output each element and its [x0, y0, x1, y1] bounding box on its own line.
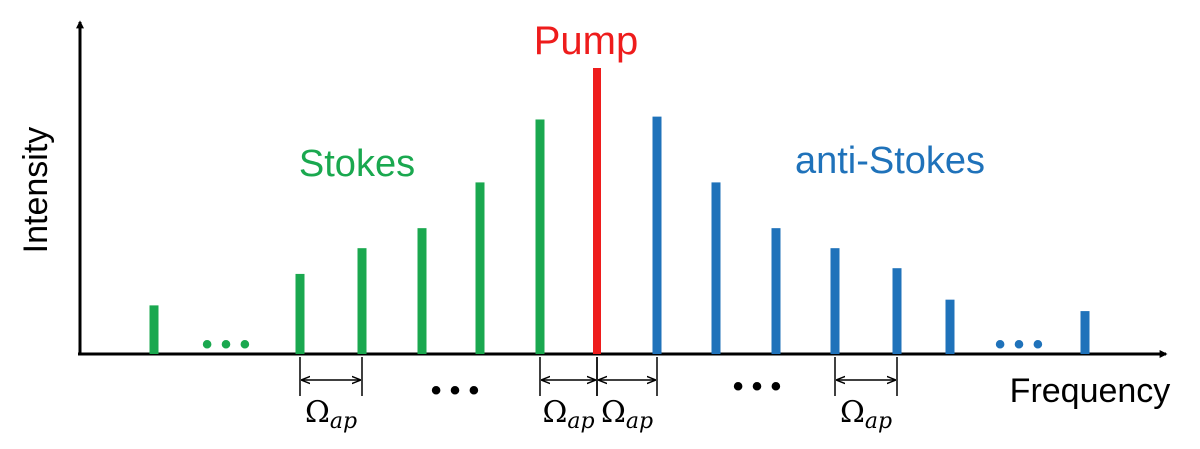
omega-ap-label: Ωap	[542, 395, 594, 434]
anti-stokes-ellipsis: • • •	[995, 328, 1043, 361]
spacing-ellipsis-left: • • •	[431, 374, 479, 407]
omega-ap-label: Ωap	[305, 395, 357, 434]
anti-stokes-line-3	[771, 228, 781, 354]
anti-stokes-line-4	[830, 248, 840, 354]
stokes-line-5	[475, 182, 485, 354]
anti-stokes-line-6	[945, 299, 955, 354]
anti-stokes-line-7	[1080, 311, 1090, 354]
spacing-marker-2: Ωap	[539, 357, 598, 434]
omega-ap-label: Ωap	[840, 395, 892, 434]
stokes-line-3	[357, 248, 367, 354]
spectral-lines	[149, 68, 1090, 355]
anti-stokes-line-2	[711, 182, 721, 354]
stokes-line-1	[149, 305, 159, 354]
spacing-marker-1: Ωap	[299, 357, 363, 434]
pump-label: Pump	[534, 19, 639, 63]
stokes-line-6	[535, 119, 545, 354]
stokes-ellipsis: • • •	[202, 328, 250, 361]
pump-line-1	[593, 68, 601, 354]
anti-stokes-label: anti-Stokes	[795, 140, 985, 182]
omega-ap-label: Ωap	[601, 395, 653, 434]
stokes-label: Stokes	[299, 143, 415, 185]
x-axis-label: Frequency	[1010, 372, 1171, 410]
spacing-marker-3: Ωap	[596, 357, 658, 434]
spacing-marker-4: Ωap	[834, 357, 898, 434]
anti-stokes-line-1	[652, 116, 662, 355]
y-axis-label: Intensity	[17, 127, 55, 254]
spacing-ellipsis-right: • • •	[733, 370, 781, 403]
stokes-line-4	[417, 228, 427, 354]
anti-stokes-line-5	[892, 268, 902, 354]
spacing-markers: Ωap Ωap Ωap Ωap	[299, 357, 898, 434]
stokes-line-2	[295, 273, 305, 354]
